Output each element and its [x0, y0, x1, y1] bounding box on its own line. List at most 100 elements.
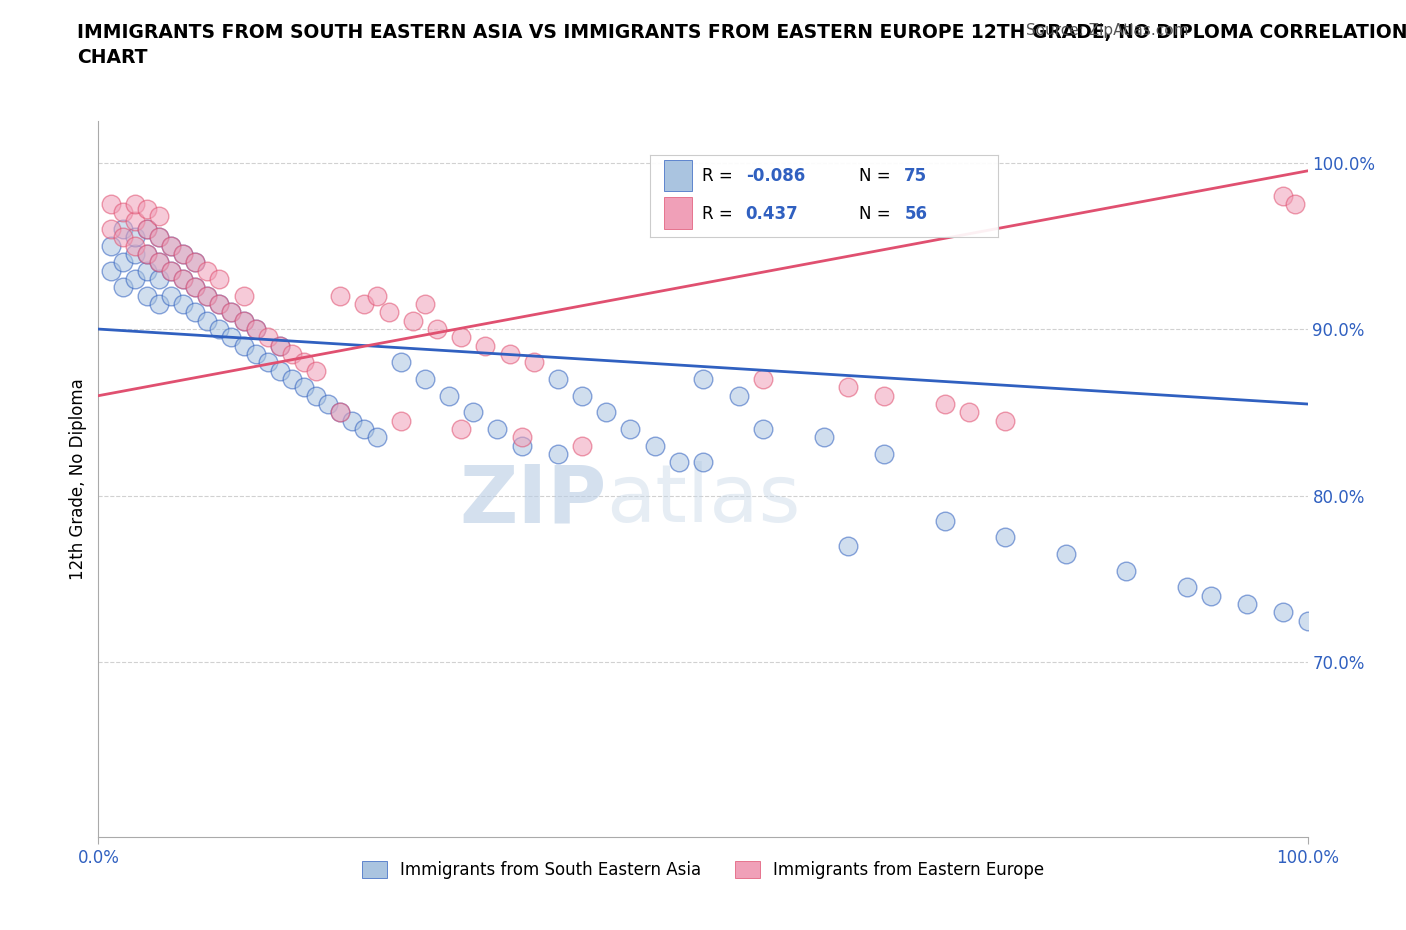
- Point: [111, 205, 134, 219]
- Point: [1175, 579, 1198, 594]
- Point: [426, 322, 449, 337]
- Point: [221, 305, 243, 320]
- Point: [692, 372, 714, 387]
- Point: [245, 322, 267, 337]
- Point: [813, 430, 835, 445]
- Point: [124, 213, 146, 228]
- Point: [752, 372, 775, 387]
- Point: [571, 388, 593, 403]
- Point: [402, 313, 425, 328]
- Point: [160, 238, 183, 253]
- Point: [148, 255, 170, 270]
- Point: [389, 413, 412, 428]
- Point: [111, 255, 134, 270]
- Point: [1284, 197, 1306, 212]
- Point: [195, 288, 218, 303]
- Point: [135, 221, 157, 236]
- Point: [124, 238, 146, 253]
- Point: [292, 355, 315, 370]
- Bar: [664, 160, 692, 191]
- Point: [232, 288, 254, 303]
- Text: 56: 56: [904, 205, 928, 223]
- Point: [100, 197, 122, 212]
- Point: [934, 513, 956, 528]
- Point: [353, 421, 375, 436]
- Point: [728, 388, 751, 403]
- Legend: Immigrants from South Eastern Asia, Immigrants from Eastern Europe: Immigrants from South Eastern Asia, Immi…: [361, 860, 1045, 879]
- Point: [413, 372, 436, 387]
- Point: [172, 272, 194, 286]
- Text: -0.086: -0.086: [745, 167, 804, 185]
- Point: [644, 438, 666, 453]
- Point: [172, 272, 194, 286]
- Point: [366, 288, 388, 303]
- Point: [148, 272, 170, 286]
- Point: [450, 330, 472, 345]
- Point: [195, 288, 218, 303]
- Point: [100, 263, 122, 278]
- Point: [668, 455, 690, 470]
- Point: [316, 396, 339, 411]
- Point: [245, 347, 267, 362]
- Point: [135, 202, 157, 217]
- Point: [160, 238, 183, 253]
- Point: [124, 197, 146, 212]
- Point: [994, 530, 1017, 545]
- Text: Source: ZipAtlas.com: Source: ZipAtlas.com: [1026, 23, 1189, 38]
- Point: [100, 221, 122, 236]
- Point: [232, 313, 254, 328]
- Point: [752, 421, 775, 436]
- Point: [135, 288, 157, 303]
- Point: [329, 288, 352, 303]
- Point: [510, 430, 533, 445]
- Point: [269, 339, 291, 353]
- Text: 0.437: 0.437: [745, 205, 799, 223]
- Point: [184, 255, 207, 270]
- Point: [1272, 189, 1295, 204]
- Point: [195, 263, 218, 278]
- Point: [366, 430, 388, 445]
- Point: [463, 405, 485, 419]
- Point: [571, 438, 593, 453]
- Point: [184, 280, 207, 295]
- Point: [256, 330, 278, 345]
- Point: [437, 388, 460, 403]
- Point: [135, 246, 157, 261]
- Point: [957, 405, 980, 419]
- Point: [148, 208, 170, 223]
- Point: [547, 372, 569, 387]
- Point: [1236, 596, 1258, 611]
- Point: [245, 322, 267, 337]
- Point: [148, 230, 170, 245]
- Text: N =: N =: [859, 205, 896, 223]
- Point: [111, 221, 134, 236]
- Point: [148, 297, 170, 312]
- Point: [1115, 563, 1137, 578]
- Text: atlas: atlas: [606, 461, 800, 539]
- Point: [837, 380, 859, 395]
- Point: [994, 413, 1017, 428]
- Point: [172, 246, 194, 261]
- Point: [124, 230, 146, 245]
- Point: [124, 272, 146, 286]
- Point: [160, 263, 183, 278]
- Text: IMMIGRANTS FROM SOUTH EASTERN ASIA VS IMMIGRANTS FROM EASTERN EUROPE 12TH GRADE,: IMMIGRANTS FROM SOUTH EASTERN ASIA VS IM…: [77, 23, 1406, 67]
- Point: [413, 297, 436, 312]
- Point: [486, 421, 509, 436]
- Point: [329, 405, 352, 419]
- Point: [837, 538, 859, 553]
- Point: [172, 246, 194, 261]
- Point: [269, 339, 291, 353]
- Point: [195, 313, 218, 328]
- Point: [353, 297, 375, 312]
- Point: [1272, 604, 1295, 619]
- Point: [124, 246, 146, 261]
- Point: [1199, 588, 1222, 603]
- Point: [100, 238, 122, 253]
- Point: [221, 305, 243, 320]
- Point: [256, 355, 278, 370]
- Point: [305, 388, 328, 403]
- Point: [184, 280, 207, 295]
- Text: R =: R =: [702, 205, 738, 223]
- Point: [269, 364, 291, 379]
